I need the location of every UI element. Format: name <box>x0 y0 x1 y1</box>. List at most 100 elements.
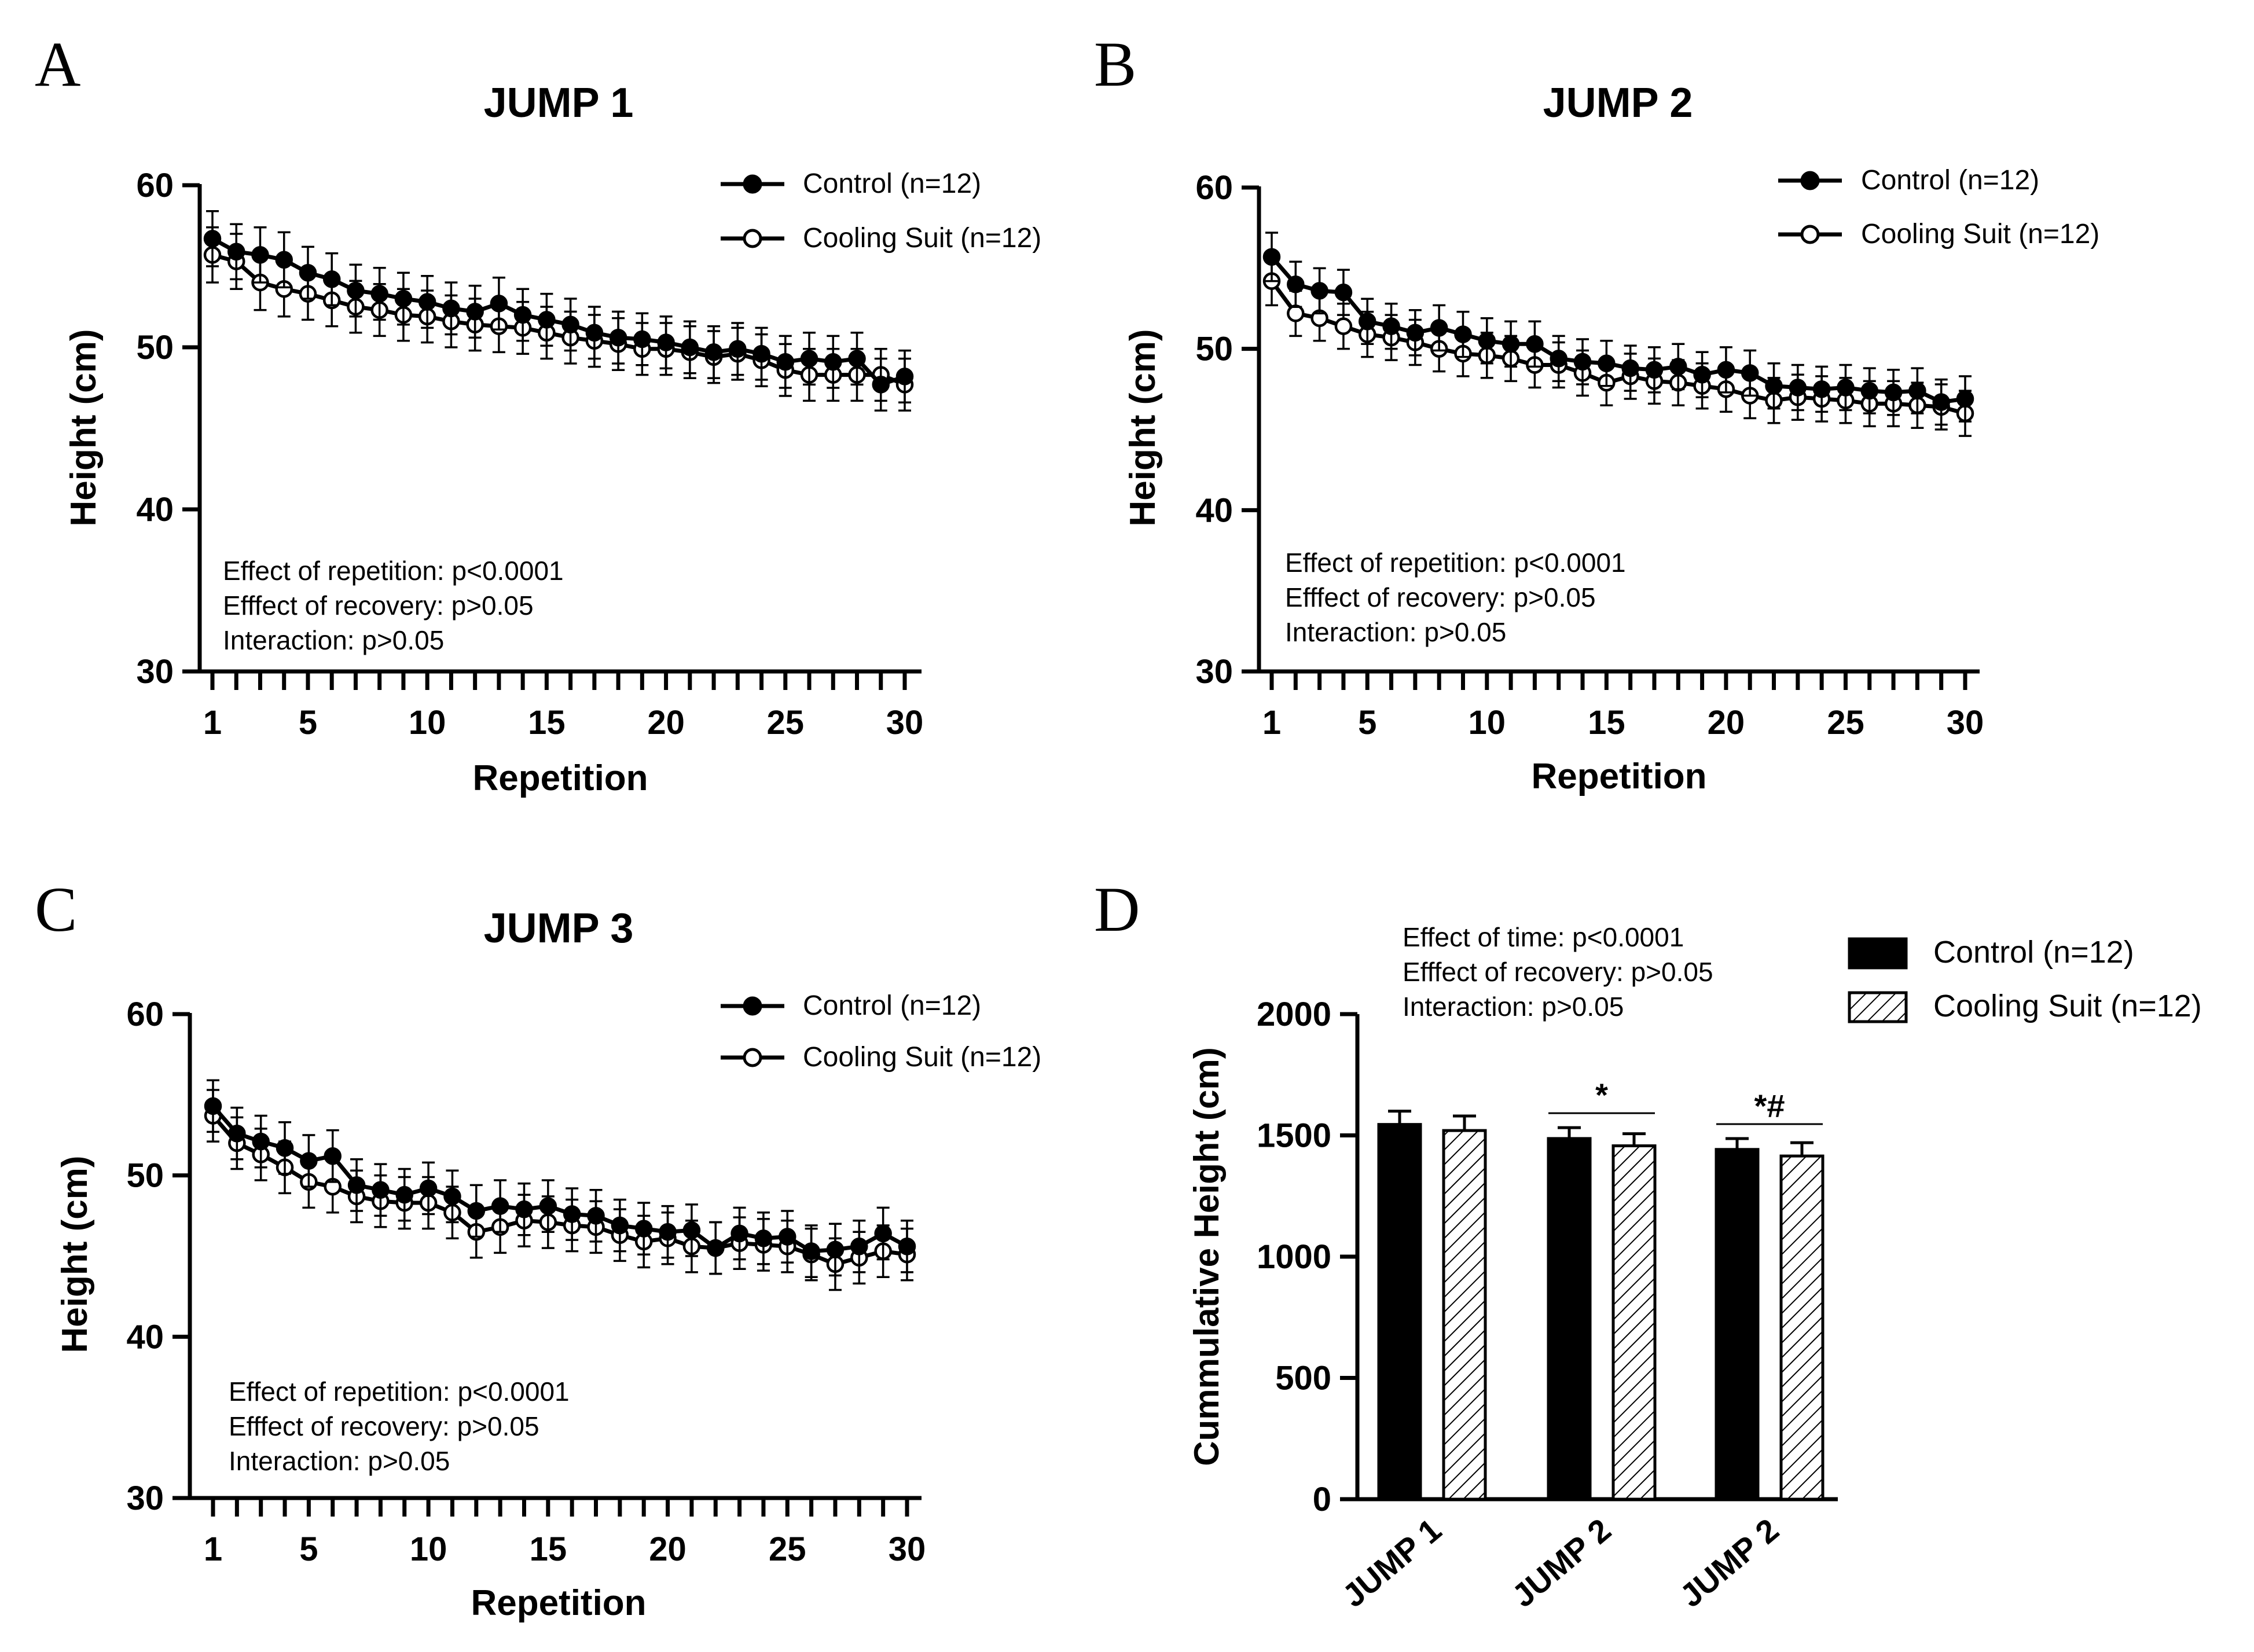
annotation-line-1: Effect of time: p<0.0001 <box>1403 922 1684 952</box>
annotation-line-1: Effect of repetition: p<0.0001 <box>229 1376 570 1407</box>
bar-cooling <box>1611 1144 1657 1501</box>
data-point-control <box>275 251 293 269</box>
legend-marker-control <box>1800 171 1820 190</box>
y-tick-label: 0 <box>1313 1481 1331 1518</box>
data-point-control <box>300 1152 318 1170</box>
annotation-line-3: Interaction: p>0.05 <box>1403 992 1624 1022</box>
legend-marker-cooling <box>743 1048 762 1067</box>
category-labels: JUMP 1 JUMP 2 JUMP 2 <box>1335 1511 1786 1614</box>
annotation-line-2: Efffect of recovery: p>0.05 <box>223 590 534 621</box>
data-point-control <box>706 1239 725 1257</box>
data-point-control <box>1573 353 1592 371</box>
legend: Control (n=12) Cooling Suit (n=12) <box>721 168 1041 254</box>
data-point-control <box>611 1216 629 1235</box>
data-point-control <box>513 306 532 324</box>
data-point-control <box>276 1139 294 1157</box>
annotation-line-1: Effect of repetition: p<0.0001 <box>223 556 564 586</box>
significance-marker: *# <box>1754 1088 1785 1124</box>
data-point-control <box>1358 313 1376 331</box>
plot-area <box>203 210 914 412</box>
annotation-line-2: Efffect of recovery: p>0.05 <box>1403 957 1713 987</box>
data-point-control <box>299 263 317 282</box>
x-tick-group: 1 5 10 15 20 25 30 <box>203 671 923 741</box>
category-label: JUMP 2 <box>1505 1511 1618 1614</box>
bar-control <box>1377 1123 1422 1501</box>
data-point-control <box>585 324 604 342</box>
panel-c-chart: JUMP 3 Control (n=12) Cooling Suit (n=12… <box>55 905 1041 1623</box>
x-tick-label: 25 <box>767 704 805 741</box>
data-point-control <box>347 1176 366 1194</box>
annotation-line-3: Interaction: p>0.05 <box>229 1446 450 1476</box>
data-point-control <box>730 1224 748 1243</box>
data-point-control <box>443 1187 461 1206</box>
legend-marker-control <box>743 174 762 194</box>
y-tick-group: 30 40 50 60 <box>136 167 200 691</box>
x-tick-label: 1 <box>203 704 222 741</box>
series-line-cooling <box>211 1114 908 1266</box>
data-point-control <box>1860 381 1879 400</box>
annotation-line-2: Efffect of recovery: p>0.05 <box>1285 582 1596 612</box>
data-point-control <box>561 315 579 334</box>
data-point-control <box>1430 319 1448 337</box>
y-tick-label: 1000 <box>1257 1238 1331 1276</box>
data-point-control <box>490 295 508 313</box>
y-tick-label: 30 <box>126 1480 164 1517</box>
chart-title: JUMP 2 <box>1543 80 1693 126</box>
category-label: JUMP 1 <box>1335 1511 1448 1614</box>
data-point-control <box>1765 377 1783 395</box>
data-point-control <box>1454 325 1472 343</box>
y-axis-label: Cummulative Height (cm) <box>1187 1047 1226 1466</box>
data-point-control <box>491 1197 509 1215</box>
data-point-control <box>776 353 795 371</box>
data-point-control <box>874 1224 892 1243</box>
data-point-control <box>322 270 341 288</box>
panel-letter-d: D <box>1094 874 1140 945</box>
plot-area <box>204 1079 916 1291</box>
data-point-control <box>898 1238 916 1255</box>
data-point-control <box>1502 335 1520 353</box>
y-tick-label: 30 <box>136 653 174 691</box>
annotation-line-3: Interaction: p>0.05 <box>1285 617 1506 647</box>
y-tick-label: 30 <box>1195 653 1233 691</box>
y-axis-label: Height (cm) <box>64 329 104 527</box>
legend-label-control: Control (n=12) <box>1933 935 2134 970</box>
data-point-control <box>515 1200 533 1218</box>
data-point-control <box>1287 275 1305 293</box>
data-point-control <box>563 1205 581 1223</box>
data-point-control <box>800 350 818 368</box>
data-point-control <box>802 1242 820 1260</box>
data-point-control <box>539 1197 557 1215</box>
panel-d-chart: Effect of time: p<0.0001 Efffect of reco… <box>1187 922 2202 1614</box>
data-point-control <box>251 246 269 264</box>
x-tick-label: 1 <box>204 1530 222 1568</box>
x-tick-group: 1 5 10 15 20 25 30 <box>1262 671 1984 741</box>
data-point-control <box>657 333 675 351</box>
y-tick-label: 60 <box>136 167 174 204</box>
data-point-control <box>1598 354 1616 372</box>
x-tick-label: 10 <box>410 1530 447 1568</box>
plot-area <box>1262 232 1974 437</box>
panel-a-chart: JUMP 1 Control (n=12) Cooling Suit (n=12… <box>64 80 1041 798</box>
data-point-control <box>347 281 365 300</box>
data-point-control <box>1382 317 1400 335</box>
legend-swatch-control <box>1848 937 1908 970</box>
y-tick-label: 50 <box>136 329 174 366</box>
data-point-control <box>1884 383 1903 402</box>
data-point-control <box>704 343 723 361</box>
data-point-control <box>370 285 388 303</box>
x-tick-label: 20 <box>647 704 685 741</box>
data-point-control <box>1310 282 1328 300</box>
y-tick-label: 40 <box>1195 491 1233 529</box>
y-tick-label: 40 <box>136 491 174 528</box>
data-point-control <box>1789 379 1807 397</box>
x-tick-label: 10 <box>409 704 446 741</box>
data-point-control <box>203 230 222 248</box>
y-tick-label: 60 <box>126 996 164 1033</box>
x-tick-label: 5 <box>1358 704 1376 741</box>
panel-letter-a: A <box>35 29 80 100</box>
legend: Control (n=12) Cooling Suit (n=12) <box>721 990 1041 1073</box>
data-point-control <box>372 1181 390 1199</box>
data-point-control <box>1908 381 1926 400</box>
data-point-control <box>1621 359 1639 377</box>
x-tick-label: 30 <box>1947 704 1984 741</box>
